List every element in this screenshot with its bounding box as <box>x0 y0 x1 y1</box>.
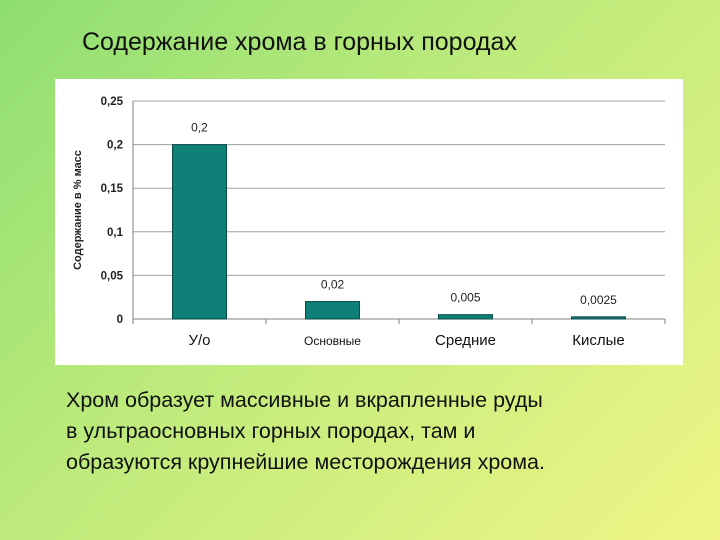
bar <box>172 144 227 320</box>
caption: Хром образует массивные и вкрапленные ру… <box>66 385 706 478</box>
page-title: Содержание хрома в горных породах <box>82 28 517 56</box>
bar <box>438 314 493 320</box>
x-tick-label: Кислые <box>572 332 625 349</box>
data-label: 0,0025 <box>580 293 617 307</box>
caption-line-2: в ультраосновных горных породах, там и <box>66 419 476 443</box>
y-axis-label: Содержание в % масс <box>72 150 84 270</box>
bar-chart: 0 0,05 0,1 0,15 0,2 0,25 Содержание в % масс 0,… <box>72 96 666 349</box>
data-label: 0,2 <box>191 121 208 135</box>
y-tick-label: 0,1 <box>107 227 124 239</box>
y-tick-label: 0,15 <box>101 183 124 195</box>
caption-line-1: Хром образует массивные и вкрапленные ру… <box>66 388 543 412</box>
x-tick-label: Средние <box>435 332 496 349</box>
bar <box>571 316 626 320</box>
y-tick-label: 0,05 <box>101 270 124 282</box>
x-tick-label: Основные <box>304 334 361 348</box>
data-label: 0,005 <box>450 291 480 305</box>
x-tick-label: У/о <box>188 332 210 349</box>
y-tick-label: 0 <box>117 314 123 326</box>
chart-panel: 0 0,05 0,1 0,15 0,2 0,25 Содержание в % масс 0,… <box>55 79 683 365</box>
bar <box>305 301 360 320</box>
caption-line-3: образуются крупнейшие месторождения хром… <box>66 450 545 474</box>
y-tick-label: 0,2 <box>107 140 123 152</box>
y-tick-label: 0,25 <box>101 96 124 108</box>
data-label: 0,02 <box>321 278 345 292</box>
